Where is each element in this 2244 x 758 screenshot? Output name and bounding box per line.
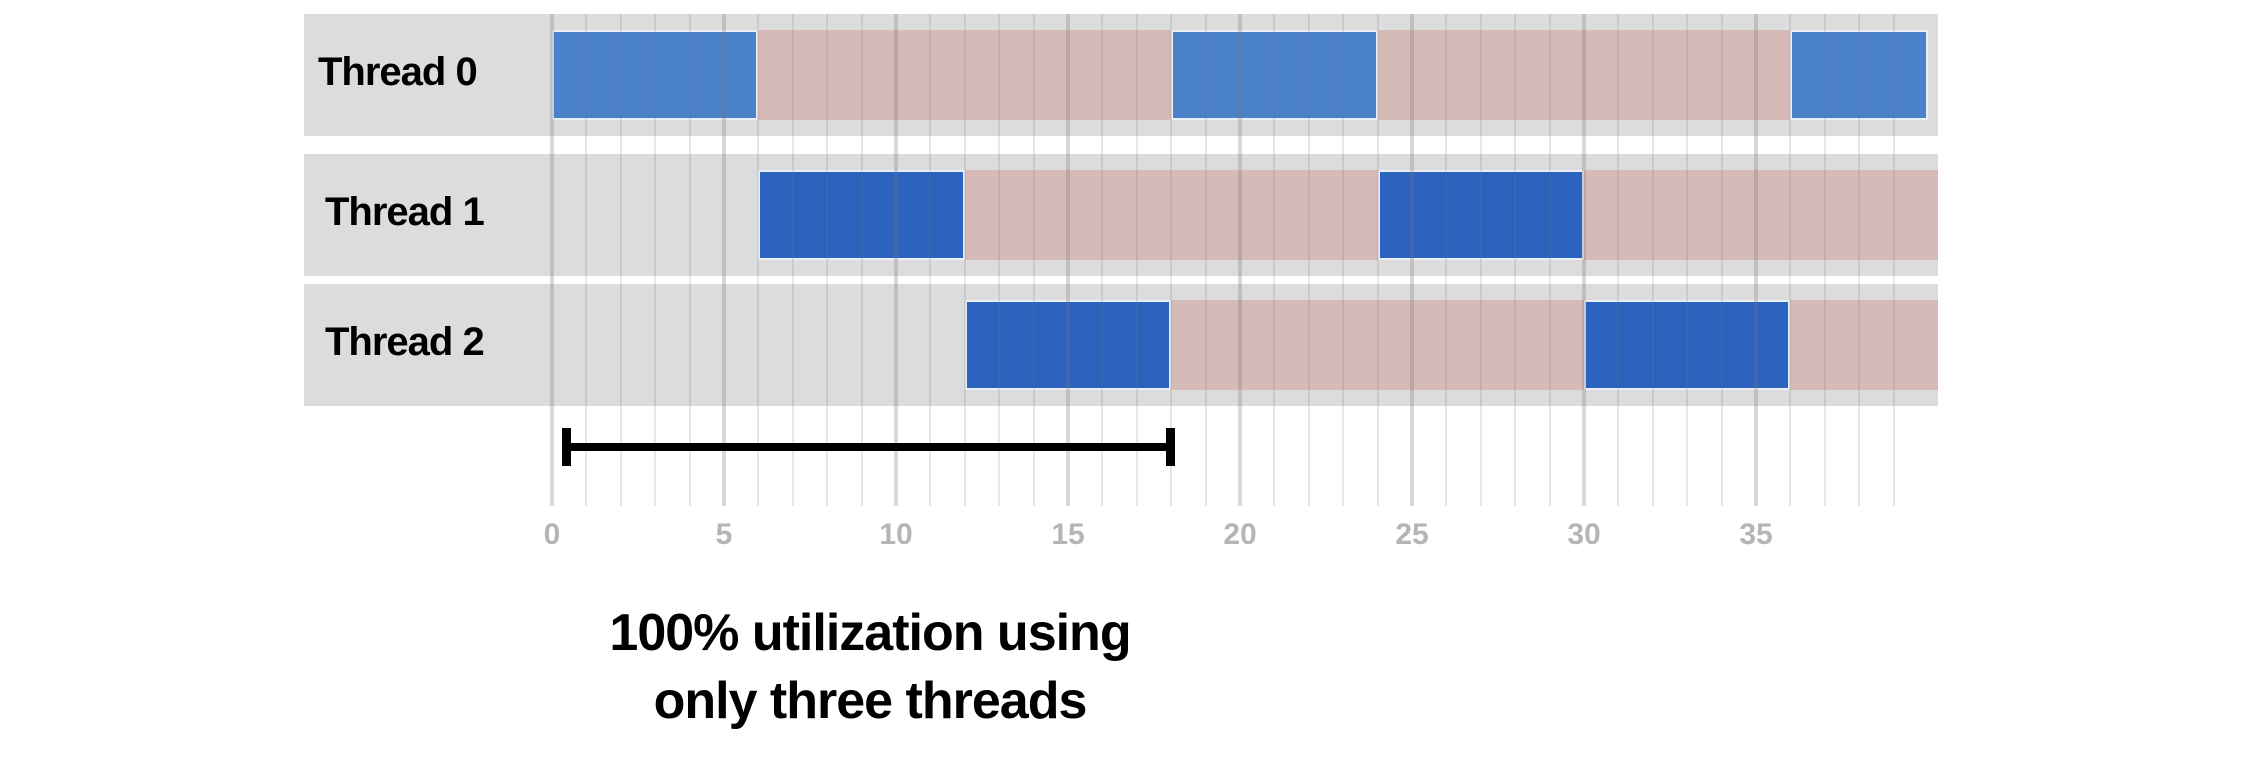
thread-0-run-segment (1790, 30, 1928, 120)
gridline (1273, 14, 1276, 506)
thread-1-run-segment (1377, 170, 1584, 260)
gridline (929, 14, 932, 506)
thread-1-stall-segment (1584, 170, 1938, 260)
tick-label: 10 (879, 518, 913, 551)
tick-label: 30 (1567, 518, 1601, 551)
gridline (1858, 14, 1861, 506)
gridline (963, 14, 966, 506)
thread-0-label: Thread 0 (318, 50, 478, 94)
gridline (1445, 14, 1448, 506)
bracket-right-cap (1166, 428, 1176, 466)
gridline (1204, 14, 1207, 506)
gridline (1720, 14, 1723, 506)
gridline (1823, 14, 1826, 506)
gridline (1686, 14, 1689, 506)
thread-2-run-segment (1584, 300, 1791, 390)
caption-line-1: 100% utilization using (609, 604, 1131, 662)
gridline (688, 14, 691, 506)
gridline (1032, 14, 1035, 506)
gridline (757, 14, 760, 506)
tick-label: 15 (1051, 518, 1085, 551)
gridline (826, 14, 829, 506)
gridline (1342, 14, 1345, 506)
gridline (1582, 14, 1586, 506)
gridline (894, 14, 898, 506)
gridline (1170, 14, 1173, 506)
thread-1-stall-segment (964, 170, 1378, 260)
thread-0-run-segment (552, 30, 759, 120)
gridline (1066, 14, 1070, 506)
gridline (550, 14, 554, 506)
gridline (1135, 14, 1138, 506)
tick-label: 25 (1395, 518, 1429, 551)
gridline (1410, 14, 1414, 506)
gridline (1376, 14, 1379, 506)
tick-label: 5 (715, 518, 733, 551)
thread-2-label: Thread 2 (325, 320, 485, 364)
gridline (1238, 14, 1242, 506)
caption-line-2: only three threads (653, 671, 1088, 730)
caption: 100% utilization using only three thread… (540, 600, 1200, 735)
gridline (585, 14, 588, 506)
gridline (722, 14, 726, 506)
thread-2-stall-segment (1790, 300, 1938, 390)
gridline (1514, 14, 1517, 506)
gridline (1789, 14, 1792, 506)
gridline (1617, 14, 1620, 506)
gridline (1101, 14, 1104, 506)
thread-1-run-segment (758, 170, 965, 260)
thread-0-stall-segment (1377, 30, 1791, 120)
gridline (1548, 14, 1551, 506)
bracket-left-cap (561, 428, 571, 466)
gridline (619, 14, 622, 506)
tick-label: 0 (543, 518, 561, 551)
gridline (654, 14, 657, 506)
thread-2-run-segment (964, 300, 1172, 390)
gridline (1479, 14, 1482, 506)
gridline (998, 14, 1001, 506)
bracket-bar (565, 443, 1172, 451)
gridline (1892, 14, 1895, 506)
gridline (860, 14, 863, 506)
thread-0-run-segment (1171, 30, 1378, 120)
gridline (1307, 14, 1310, 506)
gridline (1651, 14, 1654, 506)
tick-label: 35 (1739, 518, 1773, 551)
thread-1-label: Thread 1 (325, 190, 485, 234)
gridline (1754, 14, 1758, 506)
gridline (791, 14, 794, 506)
thread-2-stall-segment (1171, 300, 1584, 390)
thread-0-stall-segment (758, 30, 1172, 120)
tick-label: 20 (1223, 518, 1257, 551)
